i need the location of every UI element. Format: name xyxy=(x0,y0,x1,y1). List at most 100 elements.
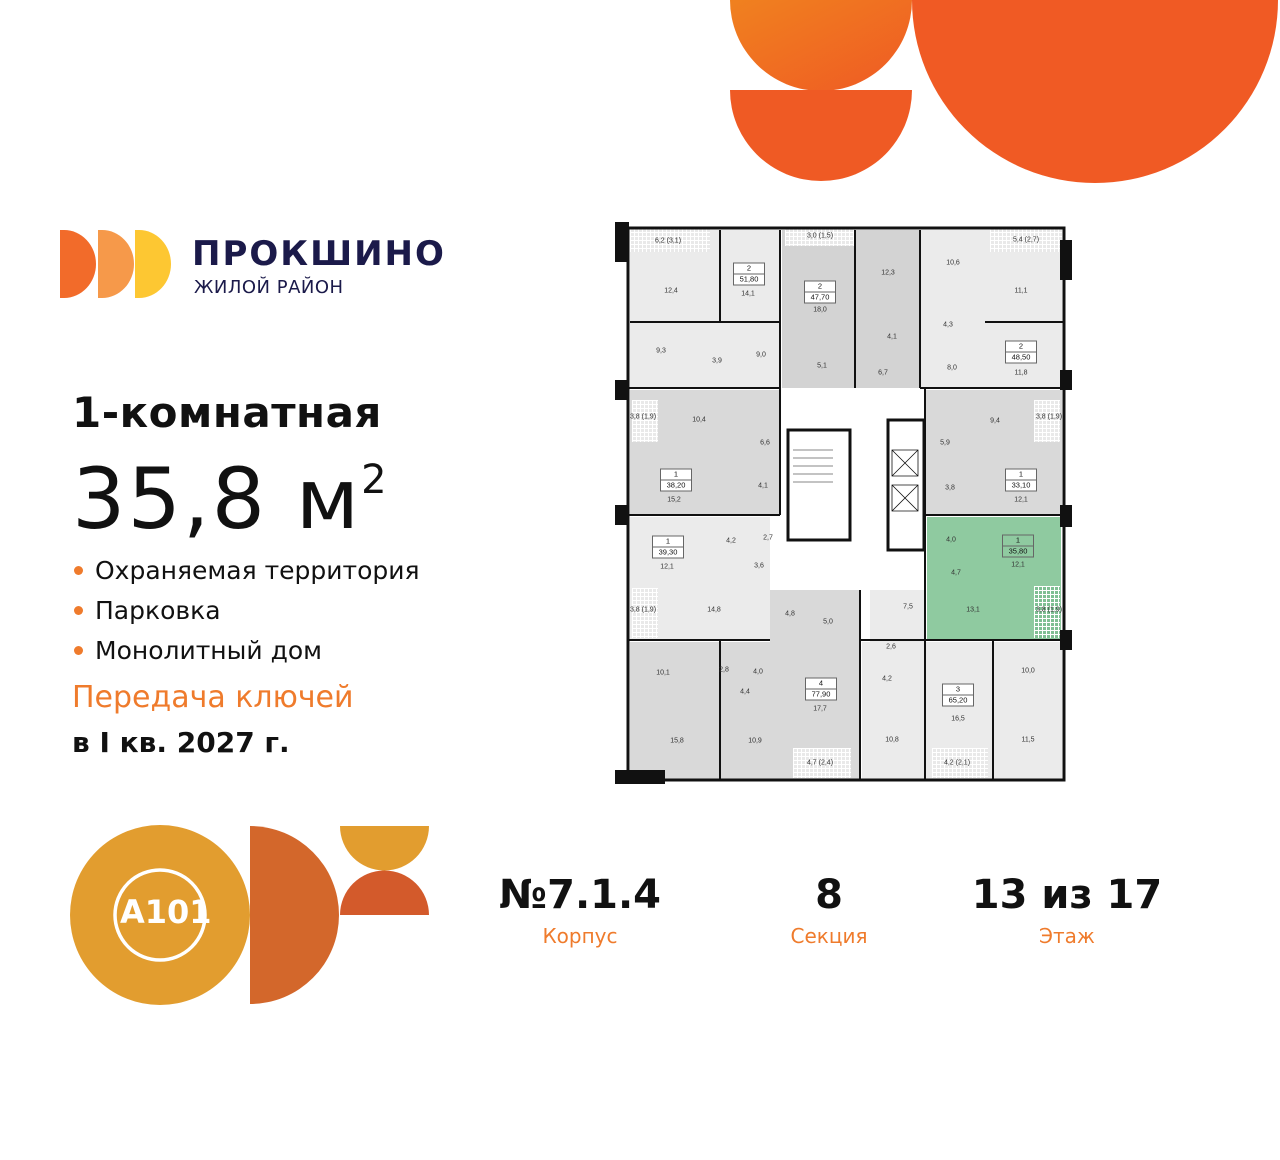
room-area-label: 9,3 xyxy=(656,347,666,355)
room-area-label: 4,2 xyxy=(726,537,736,545)
feature-item: Монолитный дом xyxy=(74,636,322,665)
feature-item: Парковка xyxy=(74,596,221,625)
room-area-label: 3,8 (1,9) xyxy=(629,606,657,614)
room-area-label: 8,0 xyxy=(947,364,957,372)
room-area-label: 11,8 xyxy=(1014,369,1028,377)
room-area-label: 15,8 xyxy=(670,737,684,745)
room-area-label: 6,7 xyxy=(878,369,888,377)
apartment-51-80[interactable] xyxy=(630,230,780,388)
apartment-65-20-hall xyxy=(870,590,925,642)
brand-name: ПРОКШИНО xyxy=(192,234,446,274)
apartment-type: 1-комнатная xyxy=(72,388,382,437)
apartment-label: 1 38,20 xyxy=(660,468,692,492)
room-area-label: 4,8 xyxy=(785,610,795,618)
room-area-label: 10,9 xyxy=(748,737,762,745)
apartment-label: 4 77,90 xyxy=(805,677,837,701)
room-area-label: 12,1 xyxy=(1011,561,1025,569)
room-area-label: 12,3 xyxy=(881,269,895,277)
half-circle-shape xyxy=(730,0,912,91)
stat-value: №7.1.4 xyxy=(498,872,661,918)
handover-date: в I кв. 2027 г. xyxy=(72,726,290,759)
area-value: 35,8 м xyxy=(72,450,362,548)
apartment-area: 35,8 м2 xyxy=(72,440,389,545)
stat-value: 13 из 17 xyxy=(971,872,1163,918)
room-area-label: 2,7 xyxy=(763,534,773,542)
bullet-icon xyxy=(74,646,83,655)
decorative-shapes xyxy=(730,0,1278,183)
room-area-label: 9,4 xyxy=(990,417,1000,425)
room-area-label: 14,8 xyxy=(707,606,721,614)
stat-floor: 13 из 17 Этаж xyxy=(937,872,1197,948)
room-area-label: 5,4 (2,7) xyxy=(1012,236,1040,244)
room-area-label: 15,2 xyxy=(667,496,681,504)
apartment-label: 2 48,50 xyxy=(1005,340,1037,364)
half-circle-shape xyxy=(730,90,912,181)
room-area-label: 4,0 xyxy=(753,668,763,676)
room-area-label: 10,6 xyxy=(946,259,960,267)
room-area-label: 3,8 xyxy=(945,484,955,492)
room-area-label: 5,9 xyxy=(940,439,950,447)
apartment-48-50[interactable] xyxy=(920,230,1062,388)
brand-logo-mark xyxy=(60,230,171,298)
stat-section: 8 Секция xyxy=(699,872,959,948)
handover-label: Передача ключей xyxy=(72,680,354,715)
room-area-label: 4,0 xyxy=(946,536,956,544)
room-area-label: 3,0 (1,5) xyxy=(806,232,834,240)
bullet-icon xyxy=(74,606,83,615)
balcony xyxy=(1034,400,1060,442)
room-area-label: 5,1 xyxy=(817,362,827,370)
room-area-label: 18,0 xyxy=(813,306,827,314)
room-area-label: 2,6 xyxy=(886,643,896,651)
room-area-label: 11,1 xyxy=(1014,287,1028,295)
brand-logo: ПРОКШИНО ЖИЛОЙ РАЙОН xyxy=(60,230,444,302)
room-area-label: 4,4 xyxy=(740,688,750,696)
room-area-label: 14,1 xyxy=(741,290,755,298)
room-area-label: 4,7 (2,4) xyxy=(806,759,834,767)
room-area-label: 4,1 xyxy=(758,482,768,490)
apartment-label: 3 65,20 xyxy=(942,683,974,707)
bullet-icon xyxy=(74,566,83,575)
room-area-label: 4,7 xyxy=(951,569,961,577)
room-area-label: 9,0 xyxy=(756,351,766,359)
room-area-label: 3,8 (1,9) xyxy=(1035,606,1063,614)
apartment-label: 2 51,80 xyxy=(733,262,765,286)
room-area-label: 13,1 xyxy=(966,606,980,614)
room-area-label: 10,8 xyxy=(885,736,899,744)
room-area-label: 6,6 xyxy=(760,439,770,447)
feature-item: Охраняемая территория xyxy=(74,556,420,585)
room-area-label: 3,9 xyxy=(712,357,722,365)
balcony xyxy=(990,228,1062,252)
stat-label: Секция xyxy=(790,924,868,948)
room-area-label: 4,2 xyxy=(882,675,892,683)
apartment-77-90-rooms xyxy=(630,642,770,780)
room-area-label: 4,1 xyxy=(887,333,897,341)
room-area-label: 3,8 (1,9) xyxy=(1035,413,1063,421)
developer-logo-text: A101 xyxy=(120,893,212,931)
room-area-label: 4,2 (2,1) xyxy=(943,759,971,767)
developer-logo xyxy=(70,825,430,1005)
room-area-label: 10,1 xyxy=(656,669,670,677)
room-area-label: 4,3 xyxy=(943,321,953,329)
area-unit-superscript: 2 xyxy=(361,457,389,503)
feature-label: Парковка xyxy=(95,596,221,625)
apartment-label: 1 33,10 xyxy=(1005,468,1037,492)
room-area-label: 17,7 xyxy=(813,705,827,713)
balcony xyxy=(632,400,658,442)
room-area-label: 12,4 xyxy=(664,287,678,295)
room-area-label: 12,1 xyxy=(1014,496,1028,504)
apartment-label: 1 39,30 xyxy=(652,535,684,559)
room-area-label: 11,5 xyxy=(1021,736,1035,744)
apartment-label-highlighted: 1 35,80 xyxy=(1002,534,1034,558)
room-area-label: 12,1 xyxy=(660,563,674,571)
apartment-label: 2 47,70 xyxy=(804,280,836,304)
stat-building: №7.1.4 Корпус xyxy=(450,872,710,948)
apartment-47-70[interactable] xyxy=(782,230,855,388)
room-area-label: 10,0 xyxy=(1021,667,1035,675)
room-area-label: 3,6 xyxy=(754,562,764,570)
balcony xyxy=(632,588,658,638)
room-area-label: 5,0 xyxy=(823,618,833,626)
room-area-label: 7,5 xyxy=(903,603,913,611)
feature-label: Монолитный дом xyxy=(95,636,323,665)
stat-label: Этаж xyxy=(1039,924,1095,948)
feature-label: Охраняемая территория xyxy=(95,556,420,585)
